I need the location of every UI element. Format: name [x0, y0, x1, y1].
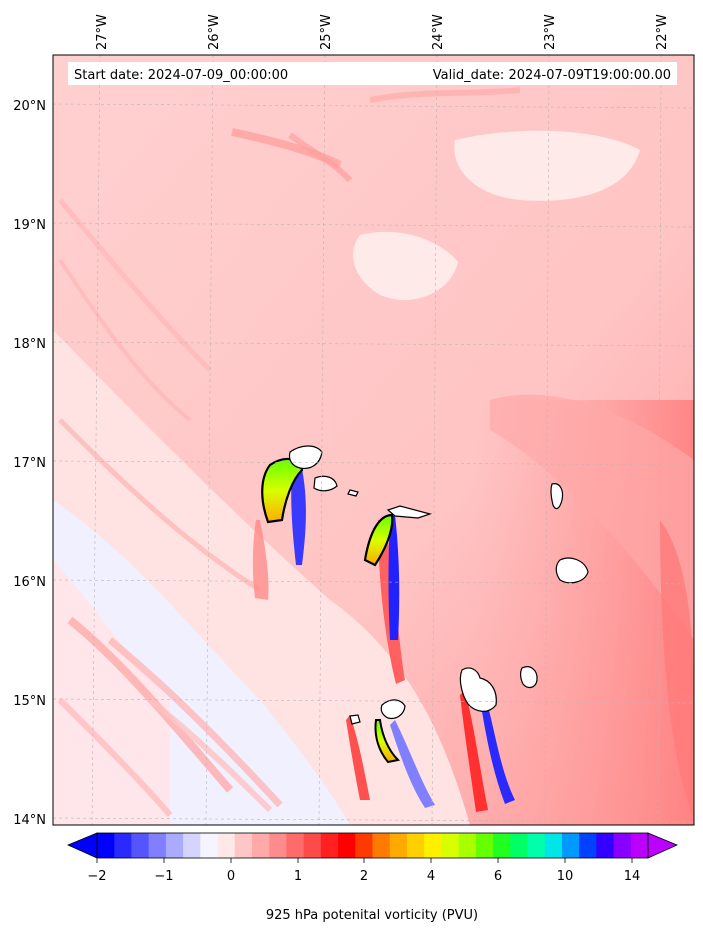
colorbar-cell — [613, 833, 632, 858]
colorbar-cell — [475, 833, 494, 858]
colorbar-cell — [234, 833, 253, 858]
colorbar-cell — [251, 833, 270, 858]
lon-label: 23°W — [543, 14, 558, 50]
colorbar-cell — [286, 833, 305, 858]
colorbar-cell — [406, 833, 425, 858]
colorbar-ticks — [96, 858, 633, 863]
longitude-labels: 27°W 26°W 25°W 24°W 23°W 22°W — [95, 14, 670, 50]
colorbar-frame — [96, 832, 649, 859]
colorbar-label: 925 hPa potenital vorticity (PVU) — [266, 908, 478, 923]
lat-label: 18°N — [13, 337, 46, 352]
lon-label: 24°W — [431, 14, 446, 50]
colorbar-tick-label: 10 — [557, 869, 574, 884]
colorbar-tick-label: 6 — [494, 869, 502, 884]
colorbar-extend-low — [66, 832, 98, 859]
lon-label: 27°W — [95, 14, 110, 50]
colorbar-cell — [544, 833, 563, 858]
lat-label: 20°N — [13, 99, 46, 114]
colorbar-cell — [269, 833, 287, 858]
colorbar-cell — [424, 833, 442, 858]
lat-label: 16°N — [13, 575, 46, 590]
colorbar-extend-high — [647, 832, 679, 859]
colorbar-cell — [630, 833, 649, 858]
colorbar-cell — [165, 833, 184, 858]
lat-label: 14°N — [13, 813, 46, 828]
colorbar-tick-labels: −2 −1 0 1 2 4 6 10 14 — [87, 869, 640, 884]
colorbar-cell — [338, 833, 356, 858]
colorbar-cells — [97, 833, 649, 858]
valid-date-label: Valid_date: 2024-07-09T19:00:00.00 — [433, 68, 671, 83]
lat-label: 15°N — [13, 694, 46, 709]
colorbar-cell — [579, 833, 597, 858]
lon-label: 26°W — [207, 14, 222, 50]
colorbar-tick-label: 2 — [360, 869, 368, 884]
lon-label: 22°W — [655, 14, 670, 50]
colorbar-cell — [320, 833, 339, 858]
colorbar-cell — [355, 833, 373, 858]
colorbar-cell — [183, 833, 201, 858]
start-date-label: Start date: 2024-07-09_00:00:00 — [74, 68, 288, 83]
colorbar-cell — [561, 833, 580, 858]
colorbar: −2 −1 0 1 2 4 6 10 14 925 hPa potenital … — [66, 832, 679, 923]
colorbar-cell — [527, 833, 546, 858]
lon-label: 25°W — [319, 14, 334, 50]
colorbar-tick-label: −1 — [154, 869, 173, 884]
colorbar-cell — [596, 833, 615, 858]
colorbar-cell — [510, 833, 528, 858]
colorbar-cell — [114, 833, 132, 858]
colorbar-tick-label: 1 — [294, 869, 302, 884]
colorbar-cell — [458, 833, 477, 858]
colorbar-cell — [389, 833, 408, 858]
map-frame — [52, 54, 695, 826]
latitude-labels: 20°N 19°N 18°N 17°N 16°N 15°N 14°N — [13, 99, 46, 828]
colorbar-cell — [131, 833, 150, 858]
lat-label: 17°N — [13, 456, 46, 471]
gridlines — [53, 55, 694, 825]
colorbar-tick-label: 4 — [427, 869, 435, 884]
pv-field — [53, 55, 694, 825]
colorbar-cell — [200, 833, 219, 858]
colorbar-cell — [97, 833, 115, 858]
lat-label: 19°N — [13, 218, 46, 233]
colorbar-tick-label: 14 — [624, 869, 641, 884]
colorbar-cell — [303, 833, 322, 858]
coastlines — [288, 445, 589, 725]
colorbar-tick-label: 0 — [227, 869, 235, 884]
colorbar-cell — [441, 833, 460, 858]
info-box — [68, 62, 677, 85]
colorbar-cell — [217, 833, 236, 858]
colorbar-cell — [148, 833, 167, 858]
colorbar-cell — [493, 833, 511, 858]
colorbar-tick-label: −2 — [87, 869, 106, 884]
colorbar-cell — [372, 833, 391, 858]
